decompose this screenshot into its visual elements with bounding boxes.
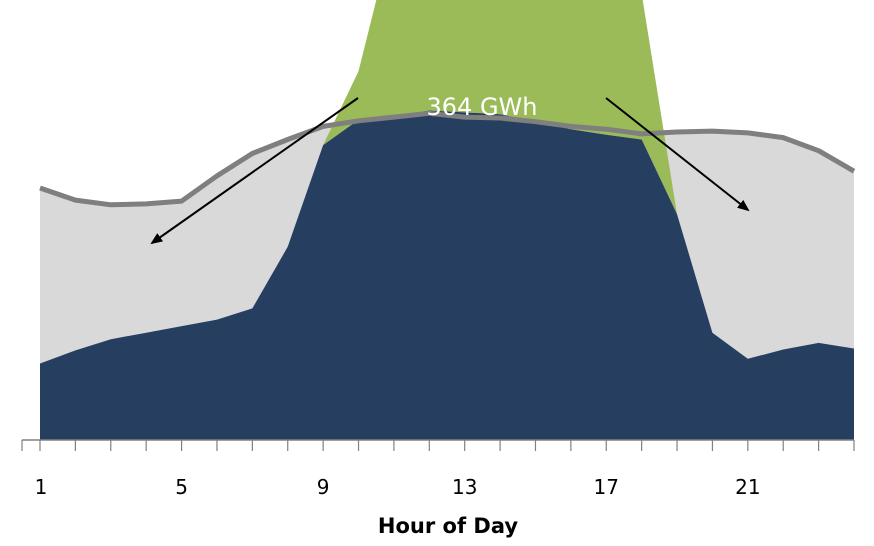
x-tick-label: 9 bbox=[317, 475, 330, 499]
green-area bbox=[40, 0, 854, 364]
x-tick-label: 5 bbox=[175, 475, 188, 499]
base-area bbox=[40, 110, 854, 440]
x-tick-label: 1 bbox=[35, 475, 48, 499]
x-tick-labels: 1 5 9 13 17 21 bbox=[35, 475, 761, 499]
grey-area bbox=[40, 110, 854, 364]
x-tick-label: 13 bbox=[452, 475, 477, 499]
energy-annotation: 364 GWh bbox=[427, 93, 538, 121]
demand-line bbox=[39, 110, 856, 208]
x-axis bbox=[21, 439, 855, 451]
x-axis-label: Hour of Day bbox=[378, 514, 518, 538]
x-tick-label: 17 bbox=[594, 475, 619, 499]
area-layers bbox=[40, 0, 854, 440]
right-arrow bbox=[605, 97, 750, 212]
left-arrow bbox=[150, 97, 359, 245]
demand-line-layer bbox=[39, 110, 856, 208]
x-tick-label: 21 bbox=[735, 475, 760, 499]
